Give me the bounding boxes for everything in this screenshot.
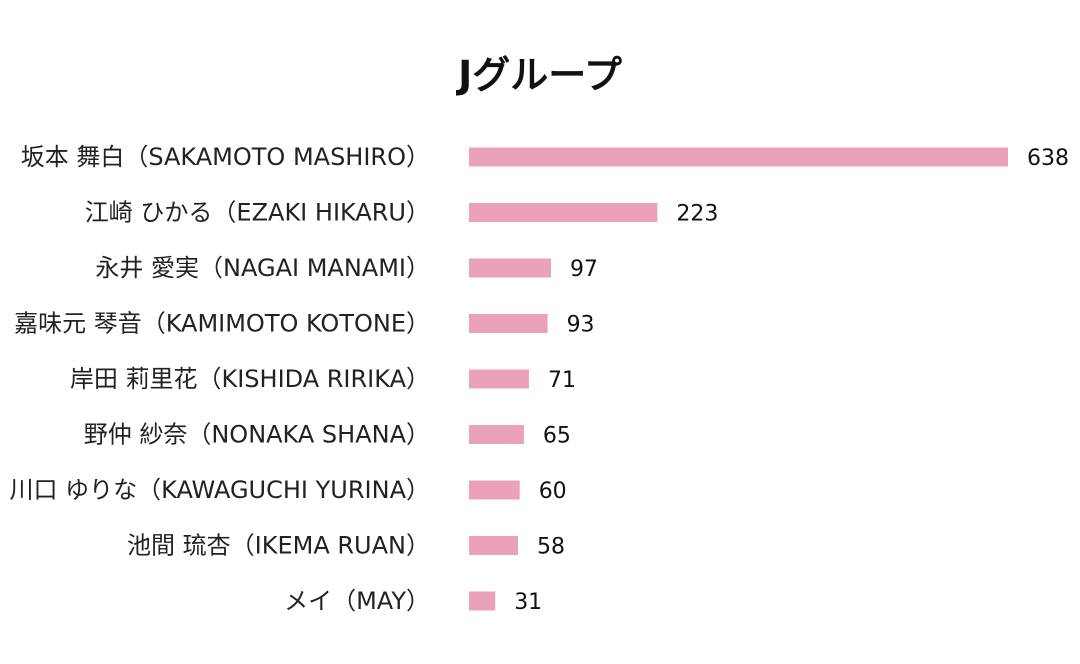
category-label: 野仲 紗奈（NONAKA SHANA） <box>84 421 430 449</box>
category-label: 江崎 ひかる（EZAKI HIKARU） <box>85 199 430 227</box>
bars-group: 坂本 舞白（SAKAMOTO MASHIRO） 638 江崎 ひかる（EZAKI H… <box>10 143 1070 615</box>
chart-title: Jグループ <box>455 53 622 97</box>
bar <box>469 203 658 222</box>
bar <box>469 591 496 611</box>
category-label: 岸田 莉里花（KISHIDA RIRIKA） <box>70 365 430 393</box>
category-label: 坂本 舞白（SAKAMOTO MASHIRO） <box>21 143 430 171</box>
value-label: 58 <box>537 535 565 560</box>
value-label: 60 <box>539 479 567 504</box>
value-label: 31 <box>514 590 542 615</box>
bar <box>469 480 520 500</box>
value-label: 65 <box>543 424 571 449</box>
value-label: 97 <box>570 257 598 282</box>
bar <box>469 147 1008 167</box>
category-label: 永井 愛実（NAGAI MANAMI） <box>95 254 430 282</box>
value-label: 223 <box>676 202 718 227</box>
value-label: 93 <box>567 313 595 338</box>
bar <box>469 369 529 389</box>
category-label: 池間 琉杏（IKEMA RUAN） <box>127 532 430 560</box>
bar <box>469 314 548 333</box>
bar <box>469 425 524 444</box>
value-label: 638 <box>1027 146 1069 171</box>
category-label: 嘉味元 琴音（KAMIMOTO KOTONE） <box>14 310 430 338</box>
category-label: メイ（MAY） <box>284 587 430 615</box>
value-label: 71 <box>548 368 576 393</box>
bar <box>469 258 551 278</box>
bar <box>469 536 518 555</box>
category-label: 川口 ゆりな（KAWAGUCHI YURINA） <box>10 476 431 504</box>
